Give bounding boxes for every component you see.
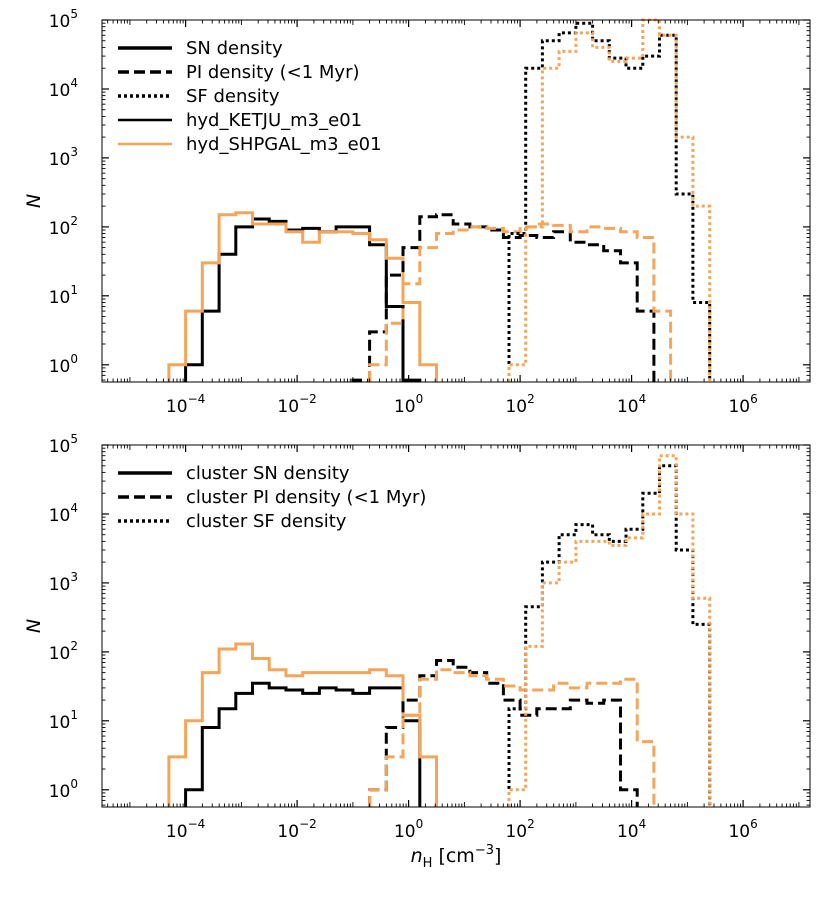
top-y-tick-label: 104: [49, 76, 78, 101]
bottom-series-sn-0: [184, 681, 422, 807]
bottom-y-tick-label: 103: [49, 570, 78, 595]
top-x-tick-label: 102: [505, 392, 534, 417]
top-legend-label-4: hyd_SHPGAL_m3_e01: [186, 134, 382, 155]
top-y-tick-label: 101: [49, 283, 78, 308]
bottom-series-sf-4: [507, 464, 712, 807]
bottom-y-tick-label: 102: [49, 639, 78, 664]
bottom-legend-label-1: cluster PI density (<1 Myr): [186, 487, 426, 508]
bottom-x-tick-label: 106: [728, 817, 757, 842]
top-x-tick-label: 106: [728, 392, 757, 417]
top-series-sn-1: [167, 211, 438, 382]
top-ticks-layer: 10−4 10−2 100 102 104 106 100 101 102 103 104 105: [49, 7, 810, 417]
top-legend-label-2: SF density: [186, 86, 280, 107]
bottom-x-tick-label: 100: [394, 817, 423, 842]
bottom-ticks-layer: 10−4 10−2 100 102 104 106 100 101 102 103 104 105: [49, 432, 810, 842]
top-panel: 10−4 10−2 100 102 104 106 100 101 102 103 104 105 N…: [23, 7, 811, 417]
bottom-y-axis-label: N: [23, 619, 45, 633]
bottom-legend: cluster SN density cluster PI density (<1…: [118, 463, 426, 532]
bottom-legend-label-2: cluster SF density: [186, 511, 347, 532]
top-series-pi-3: [368, 222, 673, 382]
bottom-legend-label-0: cluster SN density: [186, 463, 350, 484]
top-series-sf-5: [507, 18, 712, 382]
top-series-sf-4: [507, 21, 712, 382]
top-y-tick-label: 102: [49, 214, 78, 239]
bottom-series-pi-3: [368, 668, 656, 807]
top-x-tick-label: 104: [617, 392, 646, 417]
top-y-tick-label: 105: [49, 7, 78, 32]
top-series-layer: [167, 18, 712, 382]
top-x-tick-label: 100: [394, 392, 423, 417]
bottom-series-layer: [167, 454, 712, 807]
bottom-series-sf-5: [507, 454, 712, 807]
top-y-tick-label: 103: [49, 145, 78, 170]
top-series-pi-2: [351, 213, 656, 382]
top-x-tick-label: 10−2: [277, 392, 316, 417]
bottom-x-tick-label: 104: [617, 817, 646, 842]
bottom-y-tick-label: 104: [49, 501, 78, 526]
top-legend-label-3: hyd_KETJU_m3_e01: [186, 110, 362, 131]
bottom-panel: 10−4 10−2 100 102 104 106 100 101 102 103 104 105 N…: [23, 432, 811, 871]
bottom-x-tick-label: 10−2: [277, 817, 316, 842]
top-series-sn-0: [184, 217, 422, 382]
bottom-x-axis-label: nH [cm−3]: [411, 843, 502, 871]
bottom-x-tick-label: 10−4: [166, 817, 205, 842]
bottom-y-tick-label: 105: [49, 432, 78, 457]
top-legend: SN density PI density (<1 Myr) SF density h…: [118, 38, 382, 155]
top-y-axis-label: N: [23, 194, 45, 208]
top-y-tick-label: 100: [49, 352, 78, 377]
bottom-x-tick-label: 102: [505, 817, 534, 842]
bottom-y-tick-label: 100: [49, 777, 78, 802]
bottom-y-tick-label: 101: [49, 708, 78, 733]
bottom-series-sn-1: [167, 642, 438, 807]
top-legend-label-0: SN density: [186, 38, 283, 59]
bottom-series-pi-2: [368, 659, 639, 807]
top-x-tick-label: 10−4: [166, 392, 205, 417]
top-legend-label-1: PI density (<1 Myr): [186, 62, 360, 83]
